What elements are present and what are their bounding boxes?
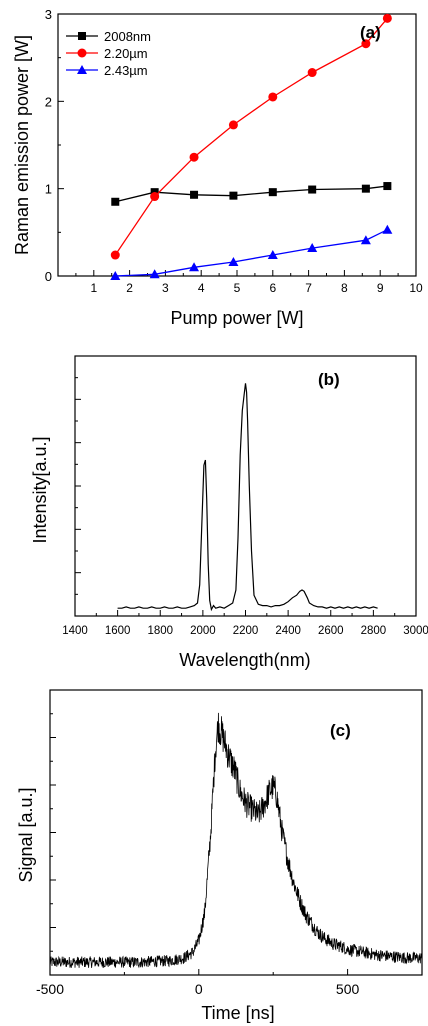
panel-b-series [117,383,378,612]
b-xtick-label: 1400 [62,625,88,637]
a-point-0 [111,197,120,206]
panel-a-ticks: 1 2 3 4 5 6 7 8 9 10 0 1 2 3 [45,7,423,295]
a-point-0 [190,190,199,199]
panel-b: 1400 1600 1800 2000 2200 2400 2600 2800 3000 (b)… [30,355,428,670]
panel-b-ticks: 1400 1600 1800 2000 2200 2400 2600 2800 3000 [62,377,428,637]
panel-c-series [49,712,423,969]
b-xtick-label: 2400 [275,625,301,637]
b-xtick-label: 3000 [403,625,428,637]
panel-c-label: (c) [330,721,351,740]
a-point-2 [228,257,239,267]
b-xtick-label: 1800 [147,625,173,637]
a-xtick-label: 10 [409,281,423,295]
panel-c-xlabel: Time [ns] [201,1003,274,1023]
c-xtick-label: 0 [195,981,203,997]
a-series-line-1 [114,17,388,256]
panel-a: 1 2 3 4 5 6 7 8 9 10 0 1 2 3 2008nm 2.20µm 2.43µm (a) P… [12,7,423,328]
a-point-1 [189,152,199,162]
a-point-2 [307,243,318,253]
panel-a-label: (a) [360,23,381,42]
a-point-1 [307,68,317,78]
a-point-0 [383,182,392,191]
panel-c-frame [49,689,423,976]
a-point-0 [308,185,317,194]
a-legend-label: 2.43µm [104,63,148,78]
panel-a-legend: 2008nm 2.20µm 2.43µm [66,29,151,78]
a-legend-label: 2008nm [104,29,151,44]
a-ytick-label: 0 [45,269,52,284]
a-xtick-label: 6 [269,281,276,295]
a-series-line-2 [115,229,388,277]
b-xtick-label: 2000 [190,625,216,637]
a-legend-marker [78,32,86,40]
a-point-0 [229,191,238,200]
a-point-0 [268,188,277,197]
a-point-2 [267,250,278,260]
panel-c: -500 0 500 (c) Time [ns] Signal [a.u.] [16,689,423,1023]
panel-b-frame [74,355,417,617]
a-point-1 [150,192,160,202]
panel-b-xlabel: Wavelength(nm) [179,650,310,670]
a-point-2 [360,235,371,245]
a-xtick-label: 4 [198,281,205,295]
a-point-2 [189,262,200,272]
a-point-0 [361,184,370,193]
c-xtick-label: -500 [36,981,64,997]
a-point-1 [382,13,392,23]
a-ytick-label: 2 [45,94,52,109]
a-xtick-label: 2 [126,281,133,295]
a-ytick-label: 3 [45,7,52,22]
a-point-1 [268,92,278,102]
a-xtick-label: 1 [90,281,97,295]
panel-a-xlabel: Pump power [W] [170,308,303,328]
a-legend-marker [77,48,87,58]
panel-b-ylabel: Intensity[a.u.] [30,436,50,543]
c-signal-trace [49,712,423,969]
panel-c-ylabel: Signal [a.u.] [16,787,36,882]
a-xtick-label: 8 [341,281,348,295]
b-xtick-label: 2200 [233,625,259,637]
a-ytick-label: 1 [45,182,52,197]
a-point-1 [228,120,238,130]
b-xtick-label: 2800 [361,625,387,637]
a-legend-marker [77,65,87,74]
a-point-1 [361,39,371,49]
b-xtick-label: 1600 [105,625,131,637]
a-series-line-0 [115,185,388,203]
a-xtick-label: 9 [377,281,384,295]
panel-b-label: (b) [318,370,340,389]
a-xtick-label: 3 [162,281,169,295]
panel-a-series [110,13,393,280]
a-point-2 [110,271,121,280]
c-xtick-label: 500 [336,981,360,997]
panel-c-ticks: -500 0 500 [36,713,360,997]
a-point-1 [110,250,120,260]
a-legend-label: 2.20µm [104,46,148,61]
panel-a-ylabel: Raman emission power [W] [12,35,32,255]
a-xtick-label: 5 [234,281,241,295]
a-point-2 [149,269,160,279]
a-point-2 [382,224,393,234]
b-spectrum-line [117,383,378,612]
b-xtick-label: 2600 [318,625,344,637]
a-xtick-label: 7 [305,281,312,295]
